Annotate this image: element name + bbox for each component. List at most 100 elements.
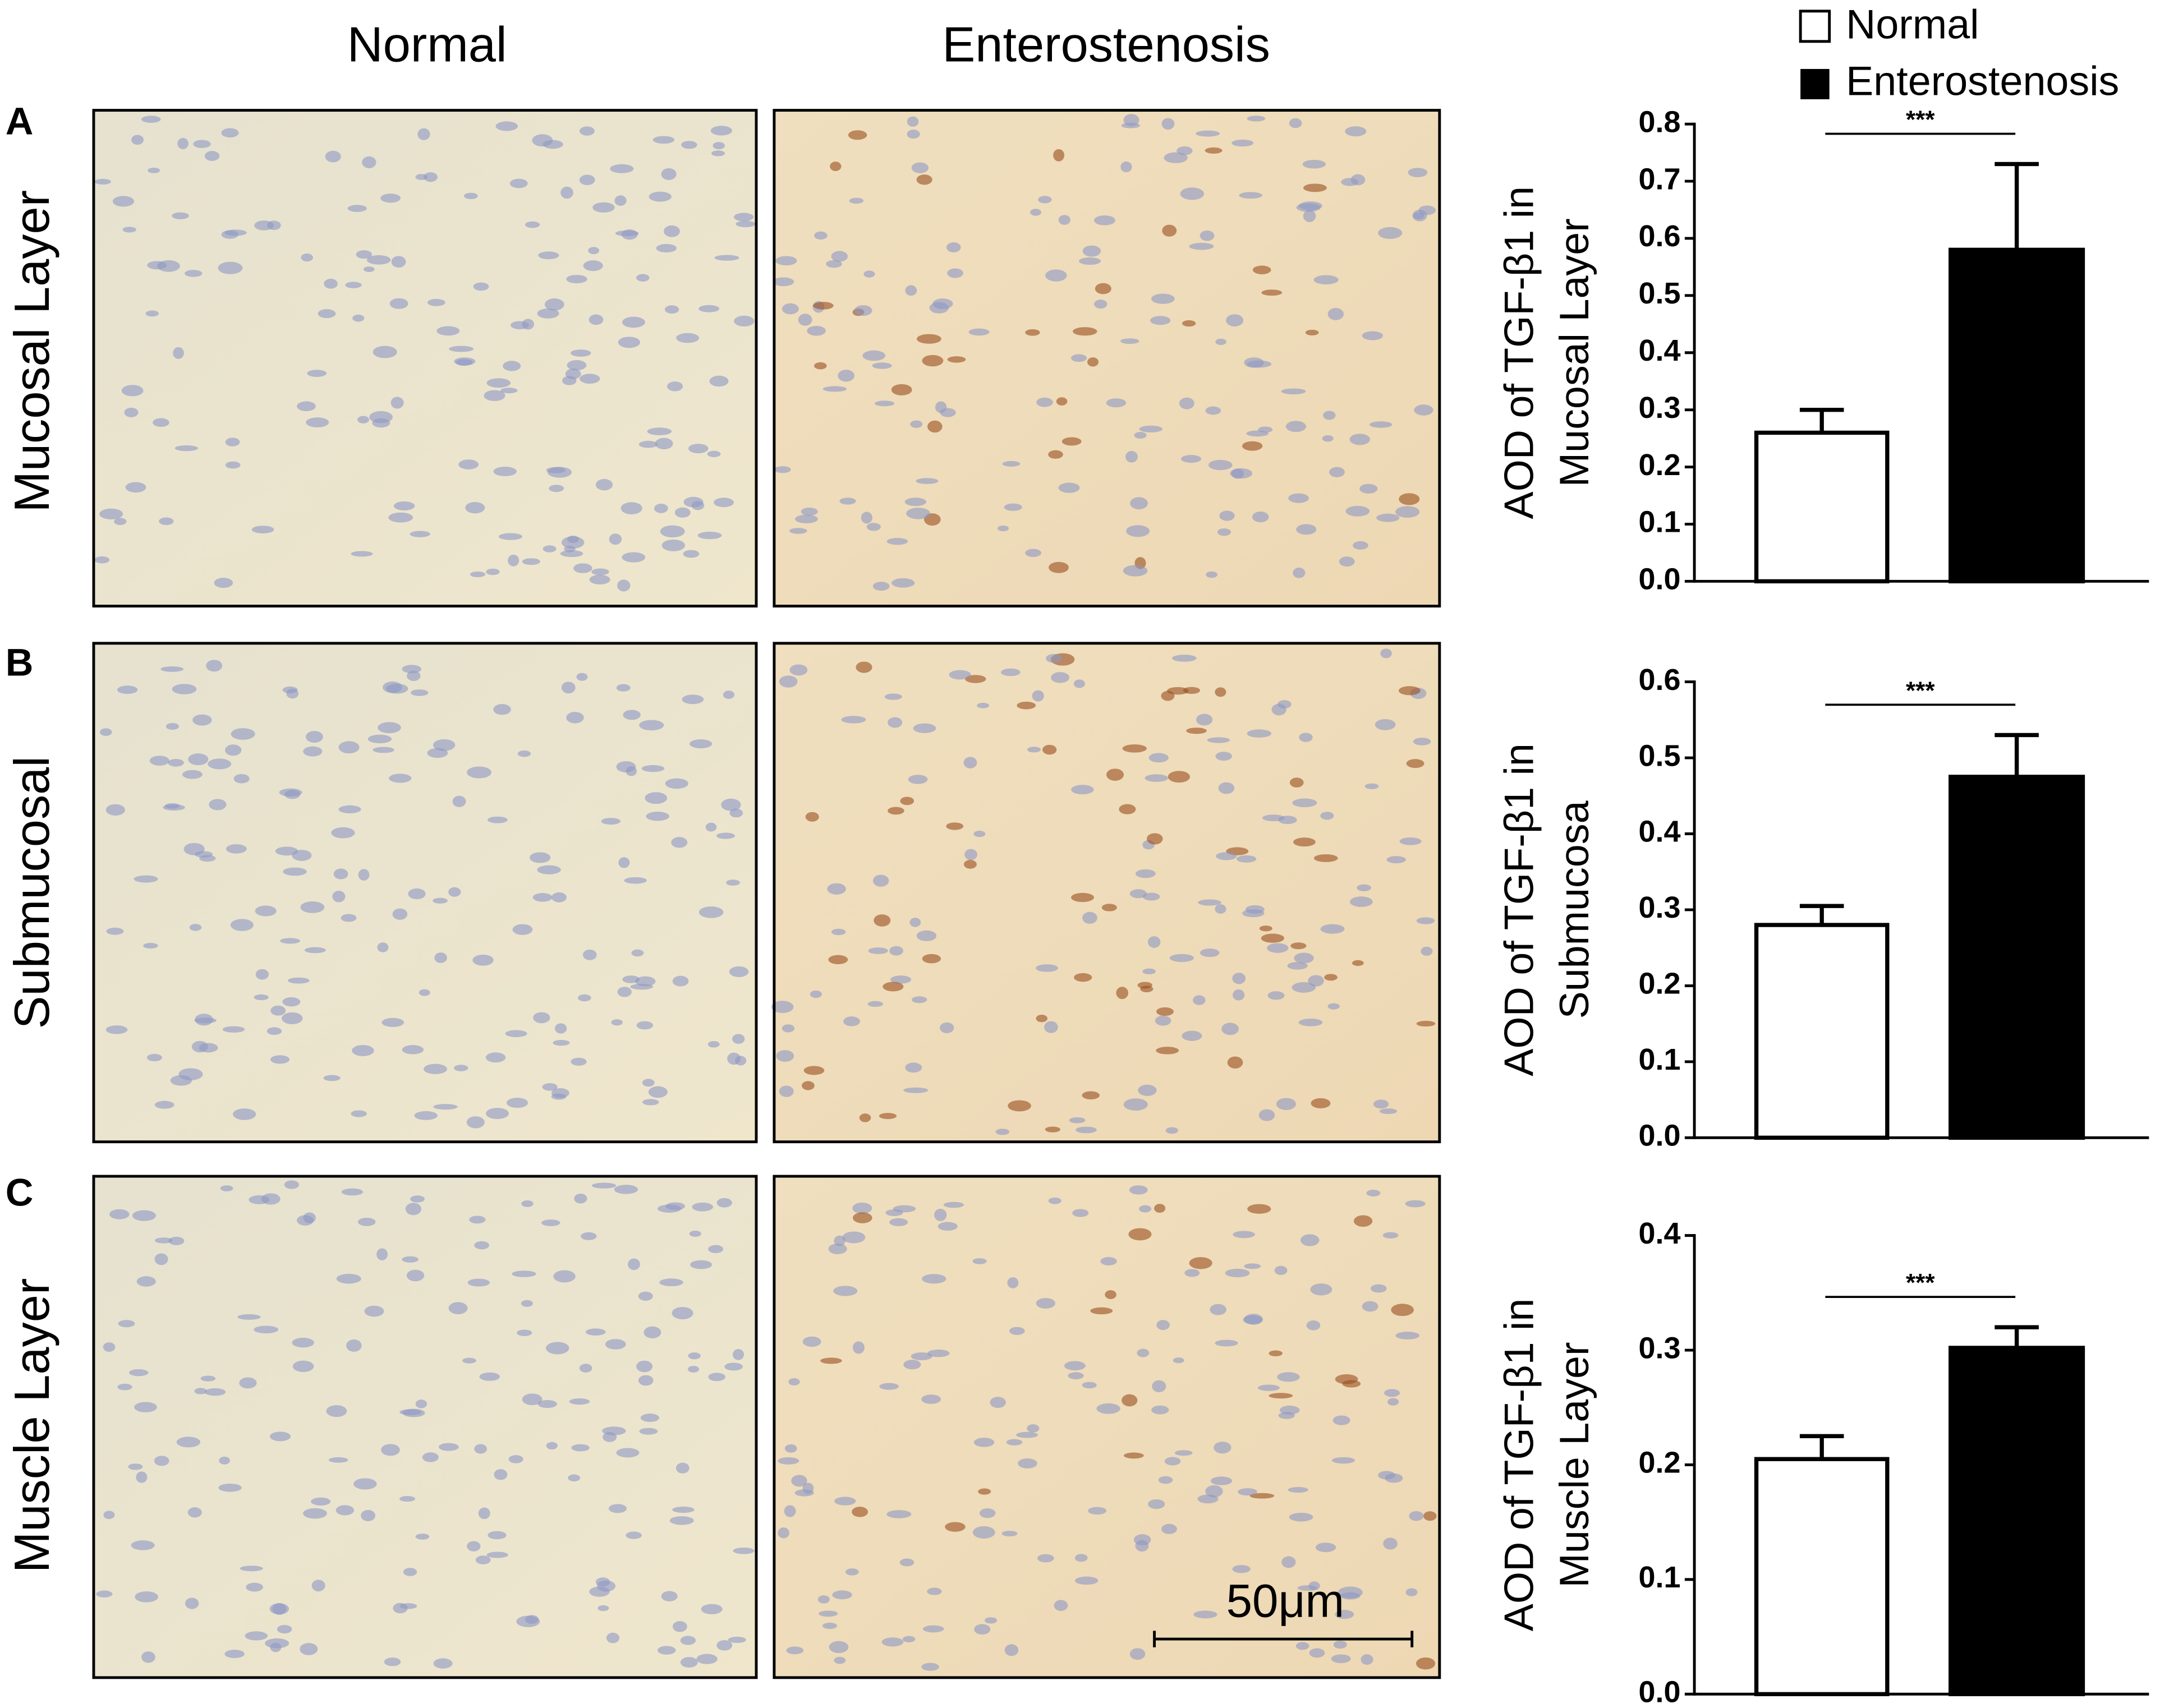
cell [1287, 961, 1308, 970]
cell [947, 268, 963, 278]
cell [1125, 450, 1138, 463]
cell [277, 1624, 292, 1634]
cell [729, 808, 743, 818]
cell [433, 1658, 453, 1669]
micrograph-frame [773, 1175, 1441, 1679]
cell [1193, 995, 1206, 1005]
cell [305, 731, 323, 743]
cell [640, 1414, 660, 1422]
cell [831, 251, 848, 262]
cell [646, 812, 670, 821]
micrograph-frame [773, 109, 1441, 607]
cell [469, 1216, 486, 1224]
cell [968, 328, 990, 336]
cell [143, 943, 158, 949]
cell [784, 1505, 796, 1517]
cell [331, 827, 355, 839]
cell [1123, 1098, 1148, 1111]
cell [154, 1101, 174, 1109]
cell [1164, 1457, 1181, 1466]
cell [566, 275, 587, 284]
cell [659, 1278, 683, 1287]
cell [776, 1050, 794, 1062]
cell [1200, 949, 1220, 957]
cell [916, 174, 932, 185]
cell [307, 370, 327, 377]
cell [1327, 308, 1344, 320]
cell [240, 1566, 263, 1572]
cell [1320, 812, 1334, 820]
cell [1180, 455, 1202, 463]
y-axis-label: Submucosa [1551, 800, 1597, 1019]
cell [1327, 1003, 1340, 1010]
y-tick-label: 0.5 [1638, 739, 1680, 772]
cell [1139, 1205, 1152, 1213]
cell [1147, 936, 1161, 948]
y-axis-label: AOD of TGF-β1 in [1496, 743, 1542, 1076]
cell [922, 1274, 946, 1284]
cell [1048, 450, 1063, 459]
cell [921, 1663, 939, 1671]
cell [1236, 855, 1257, 863]
cell [546, 1442, 558, 1450]
cell [512, 1270, 536, 1277]
cell [1174, 1450, 1193, 1456]
cell [561, 682, 576, 694]
cell [163, 804, 185, 811]
cell [525, 221, 540, 228]
cell [879, 1383, 899, 1390]
cell [1297, 1585, 1317, 1591]
cell [723, 690, 735, 699]
cell [647, 427, 672, 435]
cell [883, 982, 904, 992]
legend-swatch [1799, 10, 1831, 43]
y-tick-label: 0.0 [1638, 1119, 1680, 1153]
cell [1306, 1320, 1321, 1331]
cell [711, 150, 725, 156]
cell [664, 305, 679, 314]
cell [269, 1431, 291, 1442]
cell [585, 1328, 606, 1336]
cell [1292, 982, 1316, 993]
cell [888, 807, 904, 815]
cell [168, 1236, 185, 1245]
cell [641, 765, 665, 772]
cell [1122, 1394, 1138, 1407]
cell [911, 162, 929, 173]
cell [500, 388, 518, 394]
cell [1073, 679, 1086, 688]
cell [716, 1640, 733, 1651]
cell [1036, 1015, 1048, 1023]
cell [485, 1052, 506, 1063]
cell [336, 1505, 355, 1516]
cell [1226, 314, 1244, 327]
cell [631, 949, 644, 957]
cell [1274, 1265, 1288, 1276]
cell [1380, 1108, 1398, 1115]
cell [1094, 300, 1107, 309]
cell [153, 418, 169, 427]
cell [1391, 1304, 1414, 1316]
cell [122, 227, 136, 233]
cell [733, 213, 754, 222]
cell [454, 357, 476, 366]
cell [1172, 655, 1197, 662]
cell [415, 1534, 430, 1540]
micrograph-bg [774, 643, 1440, 1142]
cell [270, 1005, 286, 1016]
cell [390, 397, 404, 409]
cell [351, 1110, 367, 1117]
cell [1142, 968, 1156, 975]
cell [1069, 1117, 1086, 1124]
cell [1375, 719, 1396, 730]
cell [852, 1202, 872, 1214]
cell [803, 1066, 825, 1075]
cell [378, 722, 401, 734]
cell [826, 260, 842, 268]
cell [866, 523, 881, 531]
cell [1359, 484, 1378, 494]
cell [990, 1397, 1006, 1408]
cell [226, 844, 247, 854]
cell [909, 918, 921, 927]
cell [834, 1235, 845, 1246]
